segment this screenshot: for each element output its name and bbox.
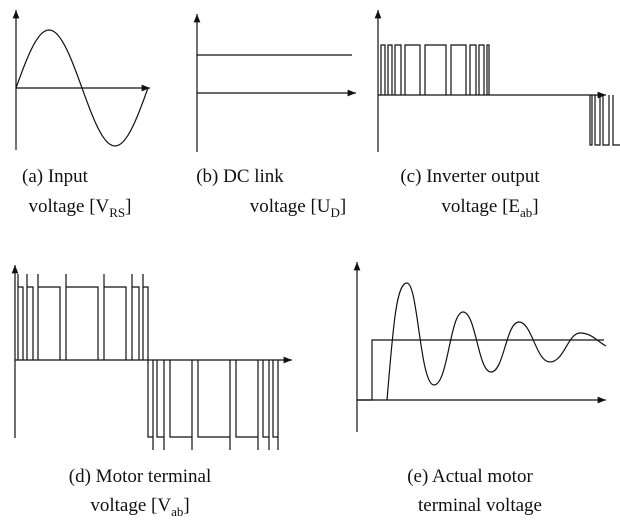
subscript: ab bbox=[171, 504, 183, 519]
panel-b bbox=[193, 13, 356, 152]
caption: (a) Input bbox=[22, 166, 89, 187]
panel-e bbox=[353, 262, 607, 432]
caption: (d) Motor terminal bbox=[69, 466, 211, 487]
caption-text: ] bbox=[340, 196, 346, 217]
panel-a bbox=[12, 9, 150, 150]
subscript: D bbox=[331, 205, 340, 220]
caption: (b) DC link bbox=[196, 166, 284, 187]
caption: voltage [UD] bbox=[250, 196, 346, 220]
caption: terminal voltage bbox=[418, 495, 542, 516]
caption: voltage [Eab] bbox=[441, 196, 538, 220]
subscript: ab bbox=[520, 205, 532, 220]
caption-text: voltage [V bbox=[29, 196, 110, 217]
subscript: RS bbox=[109, 205, 125, 220]
caption: voltage [VRS] bbox=[29, 196, 132, 220]
pwm-wave bbox=[17, 274, 279, 450]
caption: (e) Actual motor bbox=[407, 466, 533, 487]
caption-text: terminal voltage bbox=[418, 495, 542, 516]
caption: (c) Inverter output bbox=[400, 166, 540, 187]
caption-text: ] bbox=[183, 495, 189, 516]
panel-d bbox=[11, 265, 292, 450]
caption-text: voltage [E bbox=[441, 196, 520, 217]
sine-wave bbox=[15, 29, 149, 147]
caption: voltage [Vab] bbox=[90, 495, 189, 519]
caption-text: ] bbox=[125, 196, 131, 217]
step-reference bbox=[357, 339, 604, 401]
panel-c bbox=[374, 9, 620, 152]
caption-text: voltage [U bbox=[250, 196, 331, 217]
caption-text: voltage [V bbox=[90, 495, 171, 516]
caption-text: ] bbox=[532, 196, 538, 217]
pwm-wave bbox=[380, 44, 620, 146]
damped-response bbox=[386, 282, 607, 401]
